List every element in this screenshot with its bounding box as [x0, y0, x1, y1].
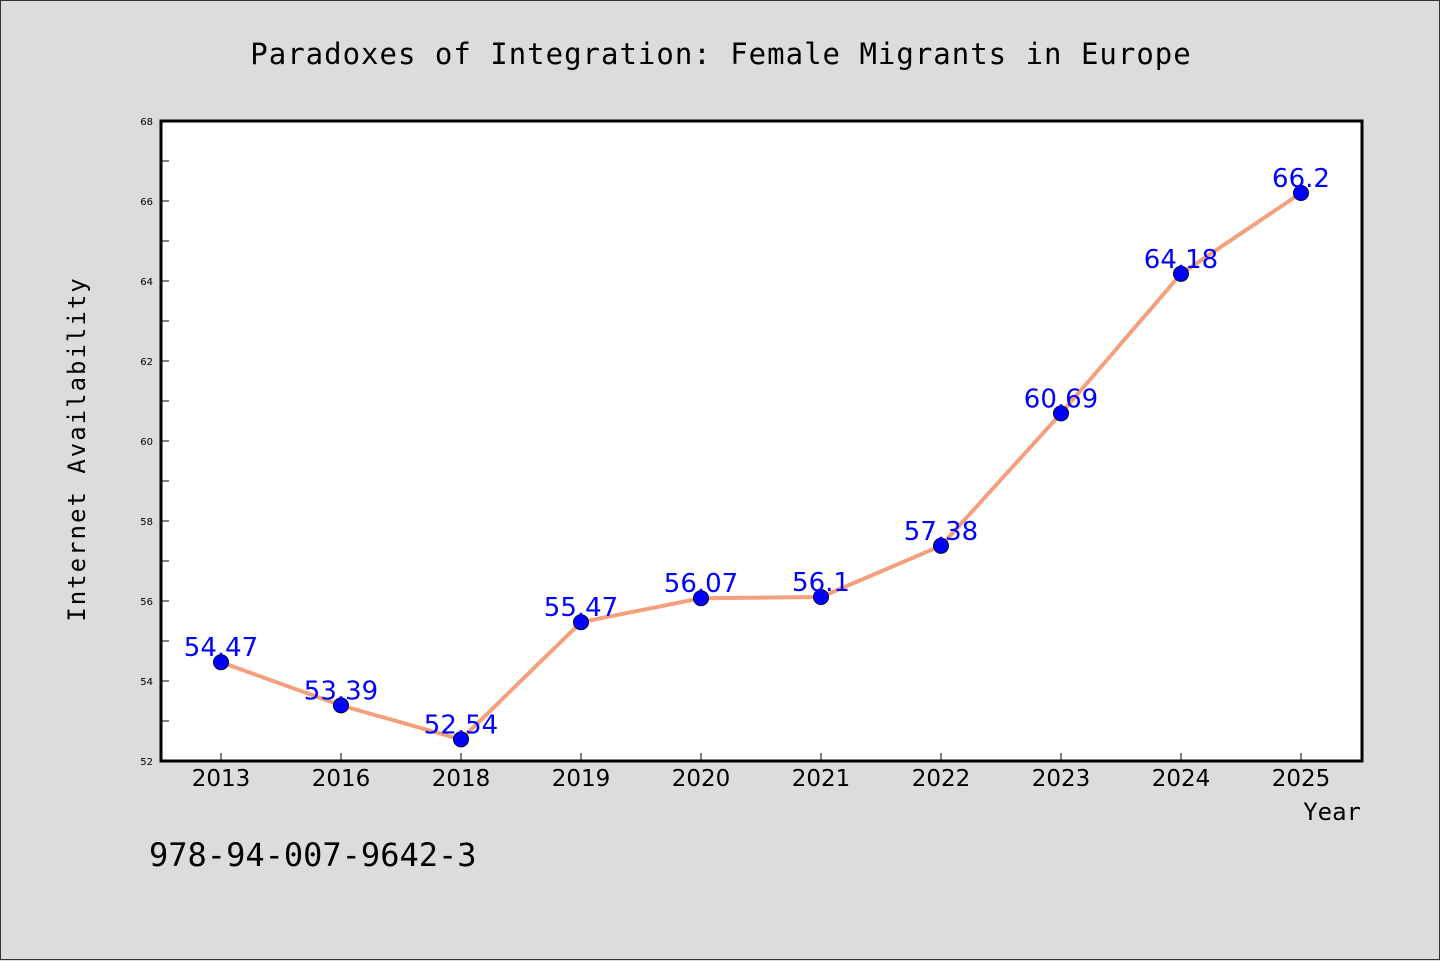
- y-tick-label: 62: [140, 357, 153, 368]
- chart-title: Paradoxes of Integration: Female Migrant…: [250, 37, 1191, 71]
- data-label: 53.39: [304, 676, 378, 706]
- isbn-code: 978-94-007-9642-3: [149, 836, 477, 874]
- data-point: [1053, 405, 1069, 422]
- y-tick-label: 60: [140, 437, 153, 448]
- data-point: [1173, 265, 1189, 282]
- data-label: 64.18: [1144, 245, 1218, 275]
- y-axis-label: Internet Availability: [63, 276, 91, 621]
- x-tick-label: 2016: [312, 766, 371, 792]
- data-point: [1293, 185, 1309, 201]
- data-label: 56.1: [792, 568, 850, 598]
- plot-area: [159, 119, 1364, 763]
- data-label: 56.07: [664, 569, 738, 599]
- data-label: 52.54: [424, 710, 498, 740]
- data-point: [213, 654, 229, 671]
- x-tick-label: 2022: [912, 766, 971, 792]
- x-tick-label: 2021: [792, 766, 851, 792]
- data-label: 57.38: [904, 517, 978, 547]
- x-axis-label: Year: [1303, 798, 1361, 826]
- y-tick-label: 64: [140, 277, 153, 288]
- data-label: 55.47: [544, 593, 618, 623]
- data-labels: 54.47 53.39 52.54 55.47 56.07 56.1 57.38 60.69 6…: [184, 164, 1330, 740]
- y-tick-label: 52: [140, 757, 153, 768]
- y-tick-label: 56: [140, 597, 153, 608]
- data-label: 66.2: [1272, 164, 1330, 194]
- x-tick-label: 2018: [432, 766, 491, 792]
- x-tick-label: 2025: [1272, 766, 1331, 792]
- x-axis: 2013 2016 2018 2019 2020 2021 2022 2023 2024 2025: [192, 753, 1331, 792]
- y-tick-label: 54: [140, 677, 153, 688]
- data-label: 60.69: [1024, 384, 1098, 414]
- y-tick-label: 68: [140, 117, 153, 128]
- y-axis: 52 54 56 58 60 62 64 66 68: [140, 117, 169, 768]
- data-point: [693, 590, 709, 607]
- data-point: [333, 697, 349, 714]
- data-point: [573, 614, 589, 631]
- x-tick-label: 2013: [192, 766, 251, 792]
- data-markers: [213, 185, 1309, 748]
- series-line: [219, 191, 1303, 742]
- data-point: [933, 537, 949, 554]
- y-tick-label: 66: [140, 197, 153, 208]
- x-tick-label: 2024: [1152, 766, 1211, 792]
- data-point: [453, 731, 469, 748]
- x-tick-label: 2019: [552, 766, 611, 792]
- x-tick-label: 2020: [672, 766, 731, 792]
- data-label: 54.47: [184, 633, 258, 663]
- y-tick-label: 58: [140, 517, 153, 528]
- x-tick-label: 2023: [1032, 766, 1091, 792]
- data-point: [813, 589, 829, 605]
